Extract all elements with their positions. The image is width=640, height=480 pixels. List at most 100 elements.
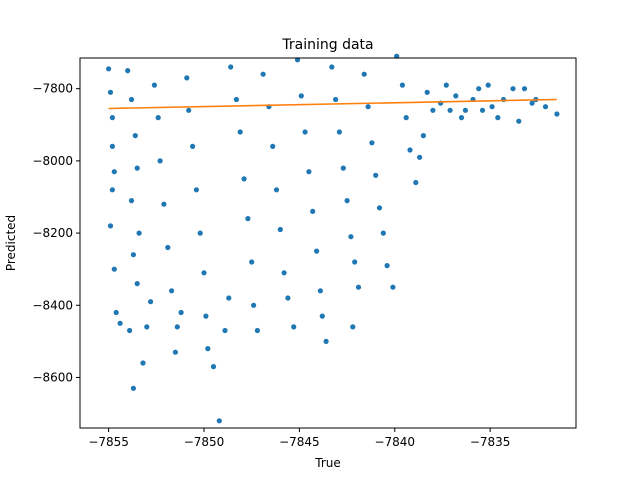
data-point [348, 234, 354, 240]
data-point [281, 270, 287, 276]
x-axis-ticks: −7855 −7850 −7845 −7840 −7835 [88, 428, 510, 449]
data-point [111, 266, 117, 272]
data-point [144, 324, 150, 330]
data-point [127, 327, 133, 334]
data-point [210, 364, 217, 370]
data-point [485, 82, 491, 88]
data-point [521, 86, 528, 92]
data-point [233, 96, 239, 103]
data-point [529, 100, 535, 106]
data-point [205, 346, 211, 352]
data-point [260, 71, 266, 77]
data-point [151, 82, 157, 88]
data-point [420, 133, 426, 139]
y-axis-label: Predicted [4, 215, 18, 271]
data-point [106, 66, 112, 72]
data-point [107, 89, 114, 95]
data-point [148, 299, 154, 305]
data-point [228, 64, 234, 70]
data-point [443, 82, 449, 88]
y-axis-ticks: −8600 −8400 −8200 −8000 −7800 [32, 82, 80, 384]
data-point [136, 230, 142, 236]
plot-area [106, 53, 560, 424]
data-point [132, 133, 138, 139]
data-point [134, 165, 140, 171]
fit-line [108, 98, 557, 110]
data-point [340, 165, 346, 171]
y-tick-label: −8400 [32, 298, 73, 312]
data-point [319, 313, 325, 319]
x-tick-label: −7855 [88, 435, 129, 449]
data-point [302, 129, 308, 135]
data-point [403, 115, 409, 121]
data-point [174, 324, 180, 330]
data-point [226, 295, 232, 301]
scatter-points [106, 53, 560, 424]
data-point [306, 169, 312, 175]
data-point [237, 129, 243, 135]
data-point [193, 187, 199, 193]
data-point [273, 187, 280, 193]
data-point [510, 86, 516, 92]
data-point [361, 71, 367, 77]
data-point [109, 187, 115, 193]
data-point [155, 115, 161, 121]
data-point [336, 129, 342, 135]
x-tick-label: −7840 [374, 435, 415, 449]
chart-title: Training data [281, 37, 373, 53]
data-point [109, 115, 115, 121]
data-point [298, 93, 304, 99]
data-point [384, 263, 390, 269]
y-tick-label: −8200 [32, 226, 73, 240]
data-point [270, 143, 276, 149]
fit-line-layer [108, 98, 557, 110]
data-point [222, 327, 228, 334]
data-point [458, 115, 465, 121]
data-point [277, 226, 283, 233]
data-point [413, 179, 419, 186]
data-point [140, 360, 146, 366]
data-point [169, 288, 175, 294]
x-tick-label: −7835 [470, 435, 511, 449]
data-point [365, 104, 371, 110]
data-point [314, 248, 320, 254]
data-point [125, 68, 131, 74]
data-point [249, 259, 255, 265]
data-point [373, 172, 379, 178]
data-point [462, 107, 468, 113]
data-point [251, 302, 257, 308]
data-point [399, 82, 405, 88]
data-point [157, 158, 163, 164]
data-point [390, 284, 396, 290]
y-tick-label: −8600 [32, 370, 73, 384]
data-point [453, 93, 459, 99]
data-point [245, 216, 251, 222]
data-point [134, 281, 140, 287]
x-tick-label: −7845 [279, 435, 320, 449]
data-point [495, 115, 501, 121]
data-point [424, 89, 430, 95]
data-point [350, 324, 356, 330]
data-point [190, 143, 196, 149]
data-point [128, 198, 135, 204]
x-tick-label: −7850 [184, 435, 225, 449]
data-point [130, 385, 136, 391]
data-point [407, 147, 413, 153]
data-point [241, 176, 247, 182]
data-point [172, 349, 178, 355]
data-point [380, 230, 386, 236]
data-point [184, 75, 190, 81]
data-point [109, 143, 115, 149]
y-tick-label: −7800 [32, 82, 73, 96]
data-point [344, 198, 350, 204]
data-point [430, 107, 436, 113]
data-point [542, 104, 549, 110]
data-point [479, 107, 486, 113]
x-axis-label: True [314, 456, 341, 470]
data-point [333, 96, 339, 103]
data-point [291, 324, 297, 330]
data-point [117, 320, 123, 326]
y-tick-label: −8000 [32, 154, 73, 168]
data-point [323, 338, 329, 344]
